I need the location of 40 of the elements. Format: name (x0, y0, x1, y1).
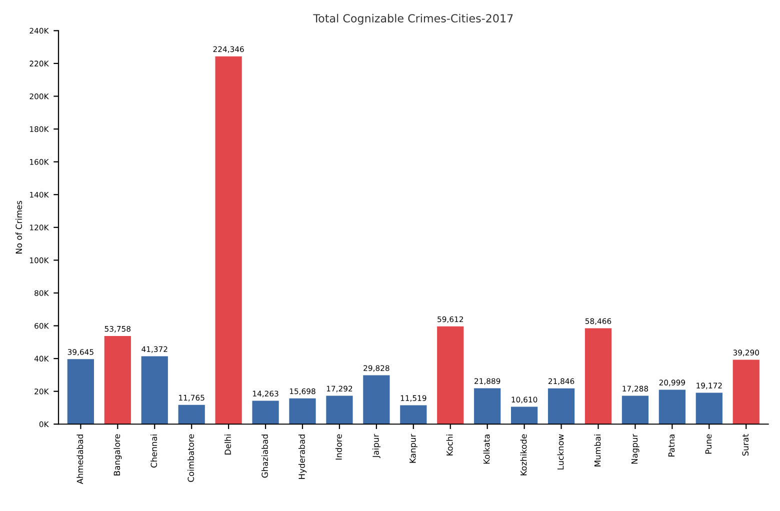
x-tick-label: Mumbai (594, 434, 601, 466)
bar (141, 356, 168, 424)
x-tick-label: Lucknow (557, 434, 564, 470)
bar (400, 405, 427, 424)
x-tick-label: Ghaziabad (261, 434, 268, 478)
x-tick-label: Hyderabad (298, 434, 307, 479)
bar (437, 326, 464, 424)
bar (622, 396, 649, 424)
bar (732, 360, 760, 424)
bar (511, 406, 538, 424)
y-axis-title: No of Crimes (16, 200, 22, 254)
bar (548, 388, 575, 424)
bar (252, 400, 279, 424)
x-tick-label: Kolkata (483, 434, 490, 464)
bar (363, 375, 390, 424)
x-tick-label: Pune (705, 434, 712, 454)
x-tick-label: Surat (742, 434, 749, 456)
x-tick-label: Indore (335, 434, 342, 460)
x-tick-label: Delhi (224, 434, 231, 454)
x-tick-label: Kochi (446, 434, 453, 456)
bar (326, 396, 353, 424)
bar (658, 390, 686, 424)
bar (104, 336, 131, 424)
bar (474, 388, 501, 424)
bar (215, 56, 242, 424)
x-tick-label: Chennai (150, 434, 158, 468)
x-tick-label: Kanpur (410, 434, 418, 463)
x-tick-label: Nagpur (631, 434, 640, 464)
x-tick-label: Jaipur (372, 434, 380, 458)
bar (584, 328, 612, 424)
x-tick-label: Patna (668, 434, 675, 456)
bar (696, 392, 722, 424)
bar (289, 398, 316, 424)
x-tick-label: Ahmedabad (76, 434, 84, 484)
bar (67, 359, 94, 424)
x-tick-label: Kozhikode (520, 434, 527, 476)
bar (178, 404, 205, 424)
x-tick-label: Coimbatore (188, 434, 194, 482)
x-tick-label: Bangalore (114, 434, 122, 476)
chart-title: Total Cognizable Crimes-Cities-2017 (313, 14, 513, 25)
